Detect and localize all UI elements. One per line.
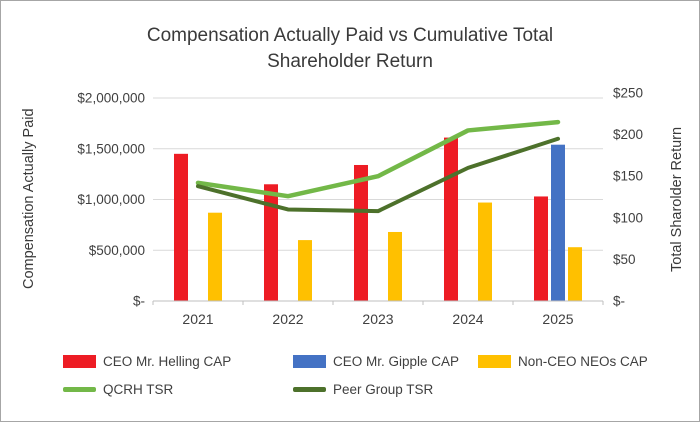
right-tick-label: $200 [613,127,643,142]
left-tick-label: $2,000,000 [77,91,145,106]
legend-item-gipple-cap: CEO Mr. Gipple CAP [293,350,478,372]
legend-label: Non-CEO NEOs CAP [518,353,648,369]
bar-2023 [388,231,402,301]
category-label: 2025 [542,311,573,327]
legend-item-helling-cap: CEO Mr. Helling CAP [63,350,293,372]
left-tick-label: $- [133,294,145,309]
bar-2025 [551,144,565,301]
bar-2024 [444,137,458,301]
line-series [195,119,561,199]
legend-item-qcrh-tsr: QCRH TSR [63,378,293,400]
legend-swatch-yellow-bar [478,354,511,368]
bar-2025 [568,247,582,301]
category-label: 2023 [362,311,393,327]
bar-2021 [174,153,188,301]
category-label: 2024 [452,311,483,327]
left-tick-label: $500,000 [89,243,145,258]
bar-2024 [478,202,492,301]
legend-label: QCRH TSR [103,381,174,397]
legend-item-nonceo-cap: Non-CEO NEOs CAP [478,350,648,372]
bar-2021 [208,212,222,301]
right-tick-label: $100 [613,210,643,225]
line-series [196,136,560,214]
legend-swatch-dark-green-line [293,386,326,392]
chart-title: Compensation Actually Paid vs Cumulative… [146,25,554,72]
right-tick-label: $250 [613,86,643,101]
legend-swatch-light-green-line [63,386,96,392]
legend-swatch-red-bar [63,354,96,368]
legend-item-peer-group-tsr: Peer Group TSR [293,378,478,400]
left-tick-label: $1,000,000 [77,192,145,207]
right-tick-label: $- [613,294,625,309]
legend-swatch-blue-bar [293,354,326,368]
legend-label: CEO Mr. Helling CAP [103,353,232,369]
legend-label: CEO Mr. Gipple CAP [333,353,460,369]
left-tick-label: $1,500,000 [77,141,145,156]
category-label: 2022 [272,311,303,327]
bar-2022 [264,184,278,301]
legend-label: Peer Group TSR [333,381,434,397]
bar-2025 [534,196,548,301]
category-label: 2021 [182,311,213,327]
bar-2022 [298,240,312,301]
legend: CEO Mr. Helling CAP CEO Mr. Gipple CAP N… [1,350,648,400]
right-tick-label: $150 [613,169,643,184]
bar-2023 [354,164,368,301]
right-tick-label: $50 [613,252,636,267]
